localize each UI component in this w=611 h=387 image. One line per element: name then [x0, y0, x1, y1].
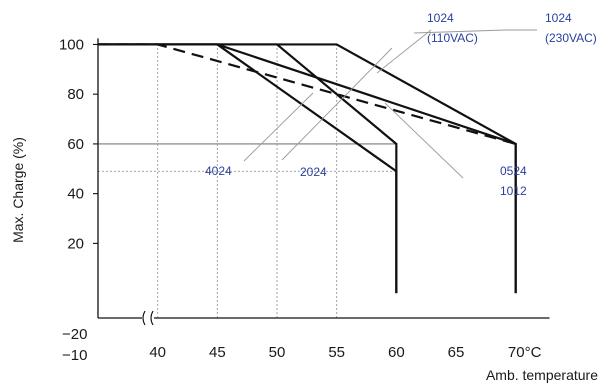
annotation-label: 2024: [300, 165, 327, 179]
x-axis-title: Amb. temperature: [486, 367, 598, 383]
annotation-label: 1012: [500, 184, 527, 198]
annotation-label: 0524: [500, 164, 527, 178]
x-tick-label: 40: [149, 344, 166, 361]
annotation-leader: [413, 29, 537, 34]
y-axis-title: Max. Charge (%): [10, 137, 26, 243]
annotation-leader: [243, 92, 314, 162]
tick-labels: 100 80 60 40 20 40 45 50 55 60 65 70°C −20 −10: [59, 36, 542, 364]
y-tick-label: 100: [59, 36, 84, 53]
series-line: [98, 43, 516, 145]
annotation-label: (110VAC): [427, 31, 478, 45]
annotation-leader: [376, 29, 432, 74]
annotation-label: 4024: [205, 164, 232, 178]
y-tick-label: 20: [67, 235, 84, 252]
annotation-leader: [384, 102, 464, 179]
x-tick-label: 45: [209, 344, 226, 361]
annotation-label: 1024: [427, 11, 454, 25]
annotation-leader: [281, 47, 393, 161]
x-tick-label: 60: [388, 344, 405, 361]
series-line: [98, 43, 398, 294]
annotation-label: 1024: [545, 11, 572, 25]
x-break-label: −10: [62, 347, 87, 364]
reference-lines: [98, 44, 397, 318]
x-break-label: −20: [62, 326, 87, 343]
x-tick-label: 70°C: [508, 344, 542, 361]
x-tick-label: 50: [269, 344, 286, 361]
series-lines: [98, 43, 517, 294]
series-line: [98, 43, 398, 294]
y-tick-label: 60: [67, 136, 84, 153]
x-tick-label: 65: [448, 344, 465, 361]
axis-break-mark: [142, 310, 146, 326]
series-line: [98, 43, 517, 294]
annotation-leaders: [243, 29, 537, 179]
axis-break-mark: [150, 310, 154, 326]
x-tick-label: 55: [328, 344, 345, 361]
axes: [93, 38, 550, 326]
y-tick-label: 80: [67, 86, 84, 103]
annotation-labels: 4024 2024 1024 (110VAC) 1024 (230VAC) 0524 1012: [205, 11, 597, 198]
y-tick-label: 40: [67, 186, 84, 203]
annotation-label: (230VAC): [545, 31, 597, 45]
